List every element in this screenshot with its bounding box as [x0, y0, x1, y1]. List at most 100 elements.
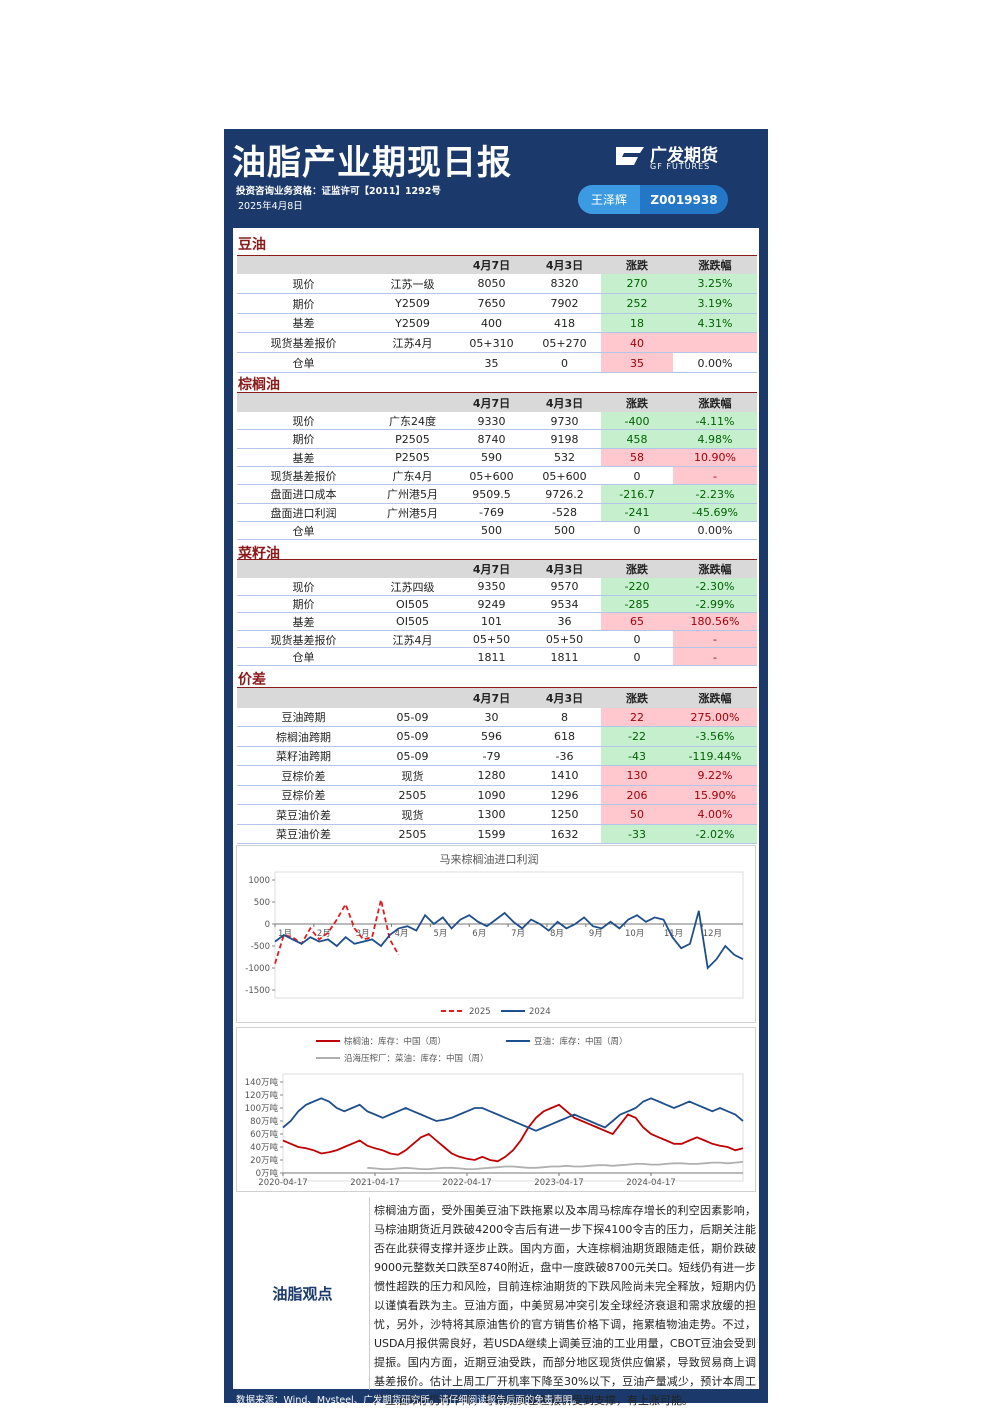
- table-cell: 期价: [292, 598, 315, 612]
- viewpoint-label: 油脂观点: [236, 1197, 370, 1390]
- row-rule: [237, 372, 757, 373]
- cell-fill: [601, 293, 673, 314]
- table-cell: 1410: [550, 769, 579, 783]
- legend-label: 豆油：库存：中国（周）: [534, 1036, 628, 1047]
- row-rule: [237, 594, 757, 596]
- x-tick-label: 2021-04-17: [350, 1178, 399, 1188]
- row-rule: [237, 429, 757, 431]
- chart-title: 马来棕榈油进口利润: [440, 852, 539, 866]
- x-tick-label: 2020-04-17: [258, 1178, 307, 1188]
- table-cell: 1090: [477, 788, 506, 802]
- table-cell: 05-09: [396, 710, 429, 724]
- table-cell: 15.90%: [694, 788, 736, 802]
- table-cell: -22: [628, 730, 646, 744]
- y-tick-label: 120万吨: [245, 1090, 279, 1101]
- table-cell: 400: [481, 316, 502, 330]
- row-rule: [237, 465, 757, 467]
- table-cell: 532: [554, 451, 575, 465]
- series-line: [367, 1161, 744, 1170]
- section-title: 豆油: [238, 237, 266, 253]
- y-tick-label: 140万吨: [245, 1077, 279, 1088]
- table-cell: 40: [630, 336, 644, 350]
- cell-fill: [673, 485, 757, 504]
- table-cell: 8: [561, 710, 568, 724]
- cell-fill: [601, 333, 673, 354]
- table-cell: 22: [630, 710, 644, 724]
- cell-fill: [601, 746, 673, 766]
- table-cell: 10.90%: [694, 451, 736, 465]
- logo-english: GF FUTURES: [650, 162, 711, 171]
- table-cell: 4.31%: [697, 316, 733, 330]
- table-cell: -4.11%: [695, 414, 735, 428]
- table-cell: 9350: [477, 580, 506, 594]
- x-tick-label: 8月: [550, 929, 564, 939]
- cell-fill: [601, 274, 673, 294]
- table-cell: 65: [630, 615, 644, 629]
- logo-icon: [616, 147, 644, 165]
- table-cell: 盘面进口成本: [270, 488, 337, 502]
- table-cell: 05-09: [396, 749, 429, 763]
- table-cell: 1632: [550, 827, 579, 841]
- table-cell: 596: [481, 730, 502, 744]
- table-cell: 1250: [550, 808, 579, 822]
- legend-label: 沿海压榨厂：菜油：库存：中国（周）: [344, 1053, 489, 1064]
- table-cell: 1280: [477, 769, 506, 783]
- table-cell: OI505: [396, 615, 429, 629]
- y-tick-label: 500: [254, 898, 270, 908]
- cell-fill: [601, 727, 673, 747]
- table-cell: 0.00%: [697, 356, 733, 370]
- table-cell: -79: [482, 749, 501, 763]
- y-tick-label: 80万吨: [250, 1116, 278, 1127]
- table-cell: 棕榈油跨期: [276, 730, 331, 744]
- table-cell: 江苏4月: [392, 337, 433, 351]
- table-cell: 仓单: [292, 524, 315, 538]
- row-rule: [237, 312, 757, 314]
- cell-fill: [601, 824, 673, 844]
- row-rule: [237, 520, 757, 522]
- y-tick-label: 0万吨: [256, 1168, 279, 1179]
- x-tick-label: 3月: [356, 929, 370, 939]
- y-tick-label: 40万吨: [250, 1142, 278, 1153]
- table-cell: 418: [554, 316, 575, 330]
- table-cell: 9570: [550, 580, 579, 594]
- table-cell: -2.99%: [695, 597, 735, 611]
- table-cell: 8320: [550, 277, 579, 291]
- analyst-name: 王泽辉: [578, 185, 640, 214]
- table-cell: 275.00%: [690, 710, 740, 724]
- table-cell: -2.30%: [695, 580, 735, 594]
- cell-fill: [673, 274, 757, 294]
- header-row: [237, 560, 757, 578]
- table-cell: -241: [624, 506, 650, 520]
- column-header: 4月7日: [472, 563, 511, 576]
- cell-fill: [673, 766, 757, 786]
- table-cell: 270: [626, 277, 648, 291]
- cell-fill: [673, 648, 757, 666]
- cell-fill: [601, 595, 673, 614]
- cell-fill: [601, 353, 673, 373]
- table-cell: 2505: [398, 827, 427, 841]
- row-rule: [237, 843, 757, 844]
- y-tick-label: -1000: [245, 964, 270, 974]
- header-row: [237, 256, 757, 274]
- table-cell: 豆棕价差: [281, 769, 326, 783]
- cell-fill: [673, 707, 757, 727]
- table-cell: Y2509: [395, 316, 430, 330]
- header-row: [237, 393, 757, 412]
- cell-fill: [673, 595, 757, 614]
- column-header: 4月3日: [545, 259, 584, 272]
- cell-fill: [673, 630, 757, 649]
- table-cell: 1811: [477, 650, 506, 664]
- x-tick-label: 12月: [703, 929, 722, 939]
- x-tick-label: 11月: [664, 929, 683, 939]
- section-rule: [237, 392, 757, 393]
- table-cell: 35: [484, 356, 499, 370]
- cell-fill: [601, 766, 673, 786]
- table-cell: 0: [633, 633, 641, 647]
- table-cell: 基差: [292, 317, 315, 331]
- cell-fill: [601, 313, 673, 334]
- row-rule: [237, 612, 757, 614]
- analyst-id: Z0019938: [650, 192, 718, 207]
- column-header: 4月3日: [545, 563, 584, 576]
- y-tick-label: -500: [251, 942, 270, 952]
